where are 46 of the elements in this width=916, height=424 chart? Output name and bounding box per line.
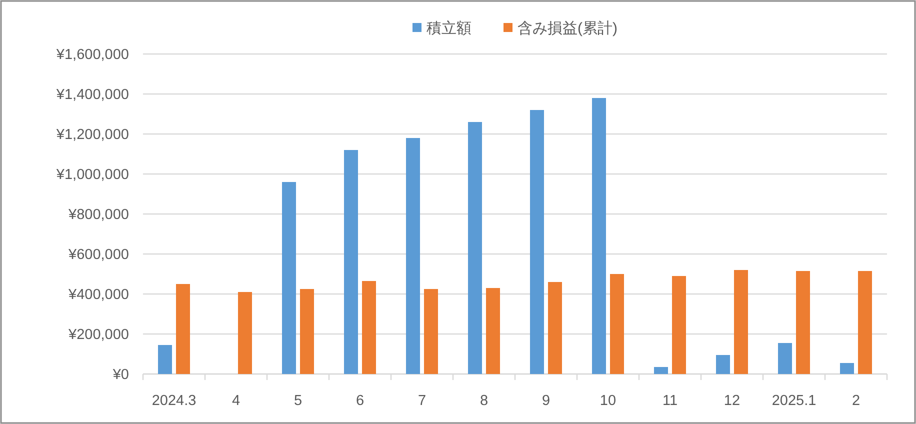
bar	[486, 288, 500, 374]
x-tick-label: 2024.3	[152, 393, 196, 409]
bar	[362, 281, 376, 374]
bar	[300, 289, 314, 374]
legend-label: 含み損益(累計)	[518, 20, 618, 37]
bar	[654, 367, 668, 374]
bar	[282, 182, 296, 374]
x-tick-label: 5	[294, 393, 302, 409]
y-tick-label: ¥0	[112, 367, 129, 383]
y-tick-label: ¥200,000	[68, 327, 129, 343]
bar	[158, 345, 172, 374]
bar	[176, 284, 190, 374]
x-tick-label: 6	[356, 393, 364, 409]
bar	[530, 110, 544, 374]
bar	[778, 343, 792, 374]
y-tick-label: ¥400,000	[68, 287, 129, 303]
y-tick-label: ¥1,200,000	[55, 127, 129, 143]
legend-label: 積立額	[426, 20, 472, 37]
y-tick-label: ¥600,000	[68, 247, 129, 263]
x-tick-label: 4	[232, 393, 240, 409]
bar	[548, 282, 562, 374]
bar	[592, 98, 606, 374]
bar	[796, 271, 810, 374]
bar	[672, 276, 686, 374]
bar	[424, 289, 438, 374]
x-tick-label: 12	[724, 393, 740, 409]
bar	[610, 274, 624, 374]
bar	[406, 138, 420, 374]
bar	[344, 150, 358, 374]
bar	[840, 363, 854, 374]
y-tick-label: ¥1,000,000	[55, 167, 129, 183]
x-tick-label: 7	[418, 393, 426, 409]
x-tick-label: 10	[600, 393, 616, 409]
x-tick-label: 9	[542, 393, 550, 409]
bar	[238, 292, 252, 374]
bar	[858, 271, 872, 374]
x-tick-label: 8	[480, 393, 488, 409]
y-tick-label: ¥1,600,000	[55, 47, 129, 63]
x-tick-label: 2025.1	[772, 393, 816, 409]
y-tick-label: ¥800,000	[68, 207, 129, 223]
bar	[734, 270, 748, 374]
bar	[716, 355, 730, 374]
x-tick-label: 2	[852, 393, 860, 409]
x-tick-label: 11	[662, 393, 678, 409]
y-tick-label: ¥1,400,000	[55, 87, 129, 103]
bar	[468, 122, 482, 374]
